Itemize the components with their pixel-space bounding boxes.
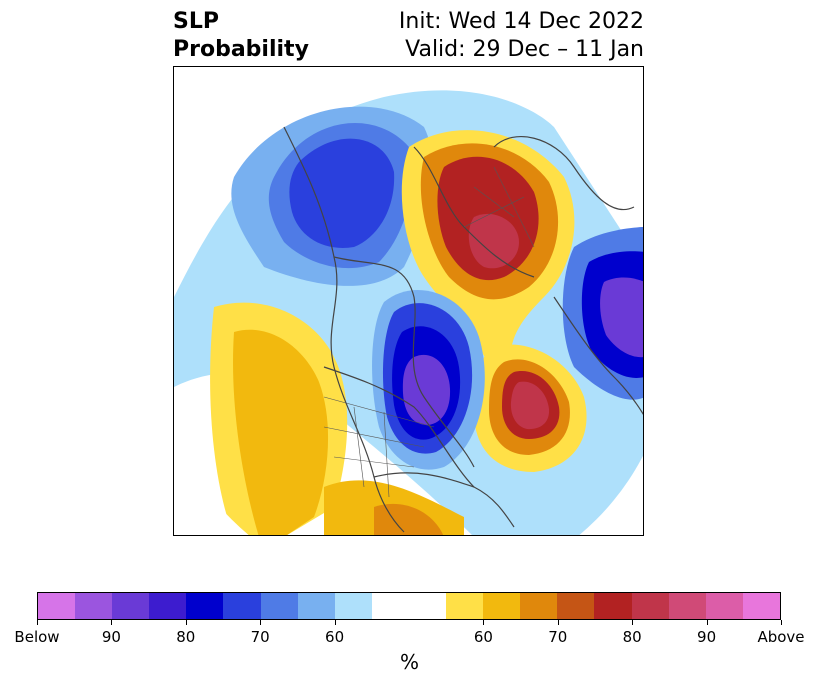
colorbar-tick-mark	[334, 620, 336, 625]
colorbar-tick-mark	[557, 620, 559, 625]
colorbar-segment	[112, 593, 150, 619]
colorbar-segment	[557, 593, 595, 619]
colorbar-tick-mark	[185, 620, 187, 625]
colorbar-tick-mark	[260, 620, 262, 625]
colorbar-segment	[668, 593, 706, 619]
high-prob-south-core	[374, 503, 444, 535]
colorbar-segment	[705, 593, 743, 619]
colorbar-tick-mark	[781, 620, 782, 625]
colorbar-segment	[520, 593, 558, 619]
colorbar-segment	[297, 593, 335, 619]
title-left: SLP Probability	[173, 8, 309, 64]
borders	[323, 166, 535, 498]
colorbar-tick-label: 90	[697, 628, 717, 646]
colorbar-tick-label: 80	[176, 628, 196, 646]
init-date: Init: Wed 14 Dec 2022	[398, 9, 644, 34]
colorbar-segment	[742, 593, 780, 619]
colorbar-tick-mark	[706, 620, 708, 625]
colorbar-segment	[334, 593, 372, 619]
polar-map	[173, 66, 644, 536]
valid-range: Valid: 29 Dec – 11 Jan	[405, 37, 644, 62]
colorbar-segment	[483, 593, 521, 619]
colorbar-ticks: Below 90 80 70 60 60 70 80 90 Above	[0, 628, 819, 648]
colorbar-segment	[149, 593, 187, 619]
colorbar-tick-label: 70	[548, 628, 568, 646]
colorbar-segment	[408, 593, 447, 619]
low-prob-nw-core	[289, 138, 395, 248]
colorbar-tick-label: 90	[101, 628, 121, 646]
colorbar-tick-mark	[111, 620, 113, 625]
colorbar-tick-label: 70	[250, 628, 270, 646]
colorbar-segment	[631, 593, 669, 619]
title-variable: SLP	[173, 9, 219, 34]
colorbar-tick-label: 60	[325, 628, 345, 646]
title-type: Probability	[173, 37, 309, 62]
colorbar	[37, 592, 781, 620]
colorbar-segment	[594, 593, 632, 619]
colorbar-segment	[371, 593, 409, 619]
low-prob-east-core	[600, 277, 643, 358]
colorbar-segment	[260, 593, 298, 619]
colorbar-tick-label: Above	[757, 628, 805, 646]
colorbar-segment	[186, 593, 224, 619]
colorbar-tick-mark	[37, 620, 38, 625]
colorbar-segment	[446, 593, 484, 619]
colorbar-segment	[75, 593, 113, 619]
high-prob-atlantic-peak	[510, 381, 550, 430]
colorbar-segment	[223, 593, 261, 619]
colorbar-tick-label: Below	[14, 628, 60, 646]
colorbar-unit: %	[399, 650, 419, 674]
title-right: Init: Wed 14 Dec 2022 Valid: 29 Dec – 11…	[399, 8, 644, 64]
colorbar-tick-label: 60	[473, 628, 493, 646]
colorbar-segment	[38, 593, 76, 619]
high-prob-arctic-peak	[468, 213, 519, 269]
colorbar-tick-label: 80	[622, 628, 642, 646]
colorbar-tick-mark	[632, 620, 634, 625]
map-svg	[174, 79, 643, 535]
colorbar-tick-mark	[483, 620, 485, 625]
high-prob-pacific-mid	[233, 329, 329, 535]
